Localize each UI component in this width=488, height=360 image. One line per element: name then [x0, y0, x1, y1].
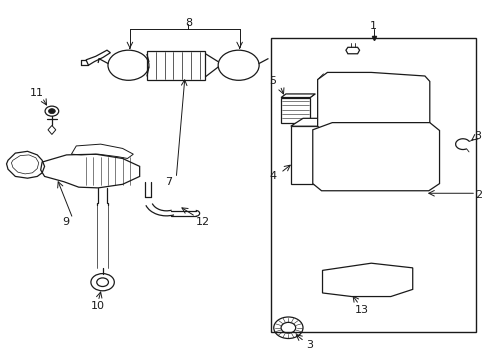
Text: 12: 12	[196, 217, 210, 227]
Text: 5: 5	[269, 76, 276, 86]
Text: 13: 13	[354, 305, 368, 315]
Polygon shape	[322, 263, 412, 297]
Text: 11: 11	[30, 88, 44, 98]
Text: 6: 6	[407, 97, 414, 107]
Bar	[271, 39, 475, 332]
Text: 9: 9	[62, 217, 69, 227]
Text: 8: 8	[184, 18, 192, 28]
Text: 10: 10	[91, 301, 105, 311]
Text: 3: 3	[305, 340, 312, 350]
Circle shape	[48, 109, 55, 114]
Polygon shape	[312, 123, 439, 191]
Polygon shape	[317, 72, 429, 132]
Text: 7: 7	[165, 177, 172, 187]
Text: 3: 3	[473, 131, 480, 141]
Polygon shape	[290, 126, 395, 184]
Text: 4: 4	[269, 171, 276, 181]
Text: 1: 1	[369, 21, 376, 31]
Text: 2: 2	[474, 190, 481, 200]
Polygon shape	[290, 118, 407, 126]
Polygon shape	[395, 118, 407, 184]
